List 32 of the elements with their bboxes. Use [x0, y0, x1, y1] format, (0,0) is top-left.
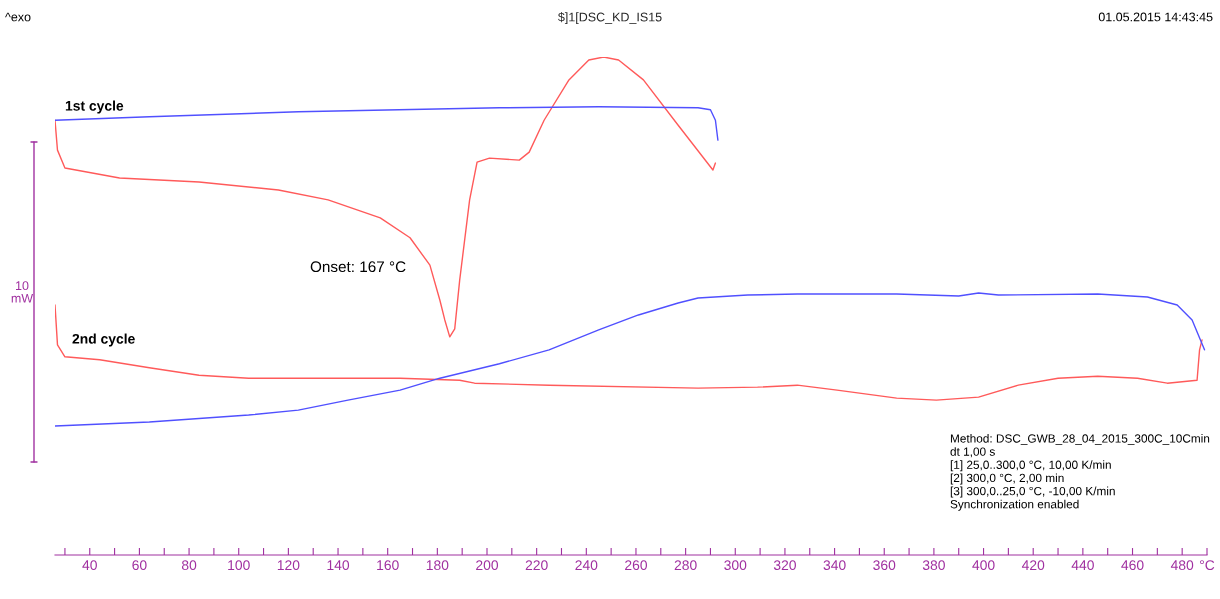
x-tick-label: 400: [972, 560, 995, 571]
annotation: Method: DSC_GWB_28_04_2015_300C_10Cmin dt 1,00 s [1] 25,0..300,0 °C, 10,00 K/min [2] 300,0 °C, 2,00 min [3] 300,0..25,0 °C, -10,00 K/min Synchronization enabled: [950, 434, 1210, 511]
text: 01.05.2015 14:43:45: [1098, 12, 1213, 22]
x-tick-label: 440: [1071, 560, 1094, 571]
x-tick-label: 300: [724, 560, 747, 571]
x-tick-label: 240: [575, 560, 598, 571]
x-tick-label: 460: [1121, 560, 1144, 571]
x-tick-label: 220: [525, 560, 548, 571]
text: ^exo: [5, 12, 31, 22]
x-tick-label: 120: [277, 560, 300, 571]
text: 10 mW: [11, 281, 34, 303]
annotation: 2nd cycle: [72, 333, 135, 347]
x-tick-label: 180: [426, 560, 449, 571]
x-tick-label: 280: [674, 560, 697, 571]
x-tick-label: 360: [873, 560, 896, 571]
annotation: Onset: 167 °C: [310, 261, 406, 273]
x-tick-label: 160: [377, 560, 399, 571]
x-tick-label: 380: [922, 560, 945, 571]
x-tick-label: 420: [1021, 560, 1045, 571]
x-tick-label: 40: [82, 560, 97, 571]
x-tick-label: 340: [823, 560, 846, 571]
x-tick-label: 480: [1170, 560, 1194, 571]
x-tick-label: 100: [228, 560, 250, 571]
x-tick-label: 200: [476, 560, 499, 571]
annotation: 1st cycle: [65, 100, 124, 114]
chart-title: $]1[DSC_KD_IS15: [558, 12, 662, 24]
x-tick-label: °C: [1200, 560, 1215, 571]
x-tick-label: 140: [327, 560, 350, 571]
x-tick-label: 320: [773, 560, 796, 571]
x-tick-label: 60: [132, 560, 147, 571]
x-tick-label: 260: [625, 560, 648, 571]
x-tick-label: 80: [181, 560, 197, 571]
